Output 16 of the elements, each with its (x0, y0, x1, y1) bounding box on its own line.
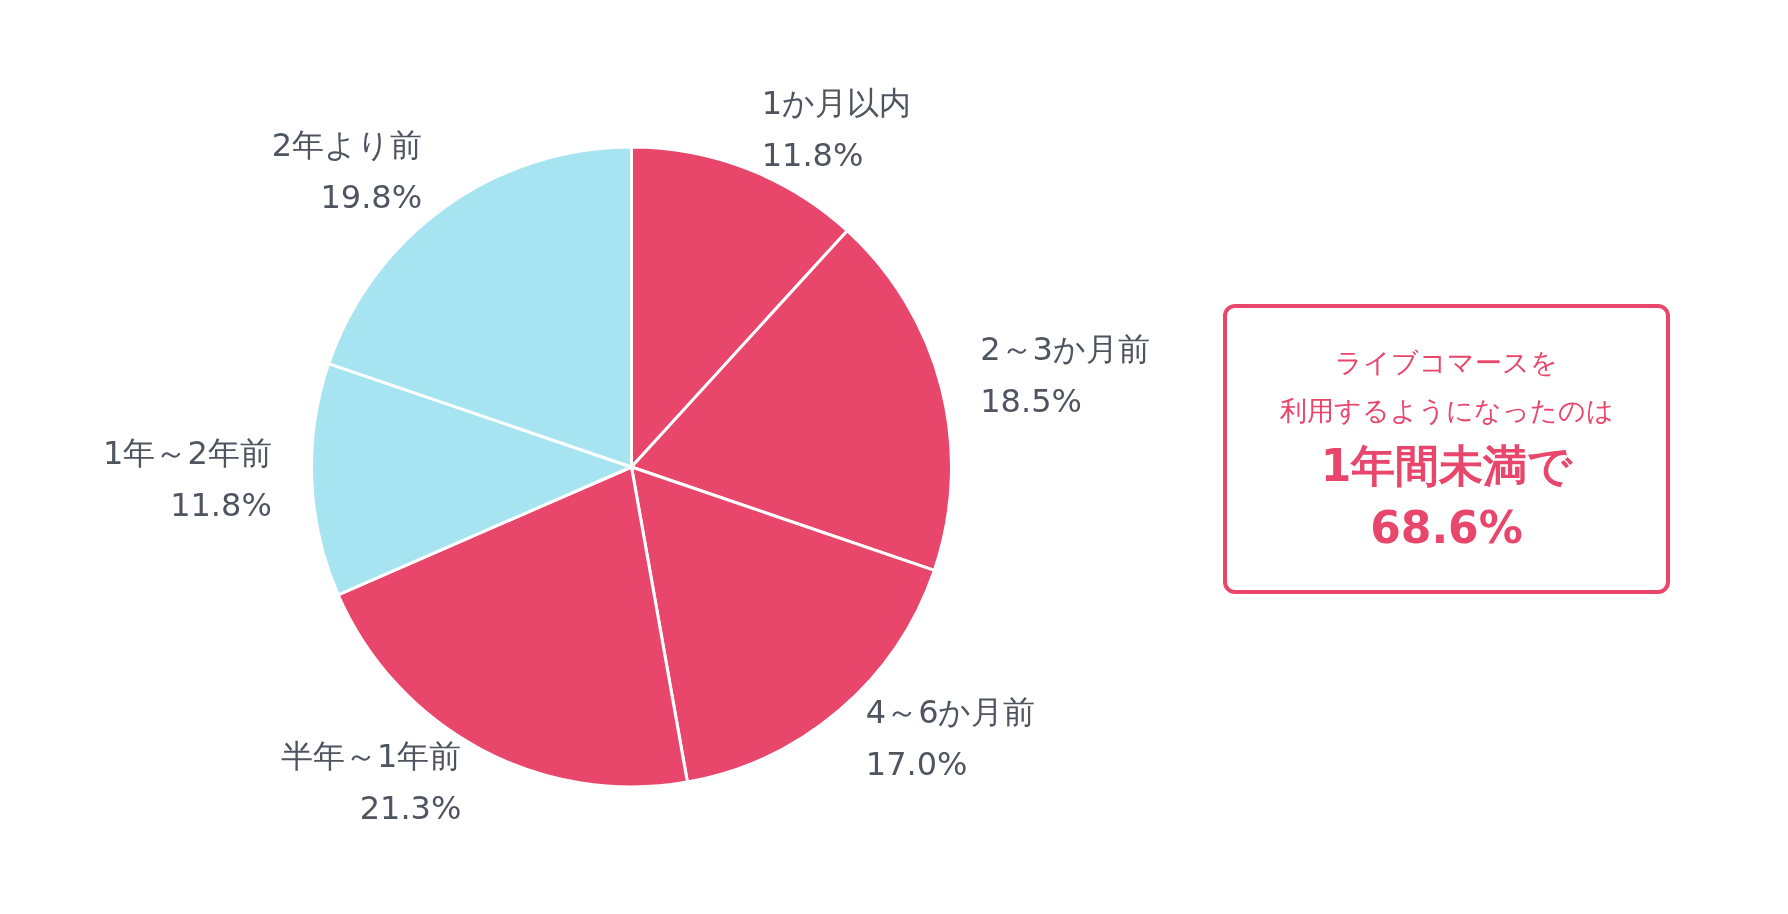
text: 1年間未満で (1320, 439, 1573, 493)
slice-label: 半年～1年前 (281, 736, 462, 775)
data-label: 17.0% (865, 744, 968, 783)
text: ライブコマースを (1335, 346, 1558, 380)
data-label: 19.8% (320, 178, 423, 217)
slice-label: 2年より前 (271, 126, 423, 165)
data-label: 11.8% (761, 135, 864, 174)
data-label: 18.5% (980, 381, 1082, 420)
text: 68.6% (1370, 501, 1523, 555)
slice-label: 2～3か月前 (980, 329, 1150, 368)
text: 利用するようになったのは (1279, 394, 1614, 428)
slice-label: 1年～2年前 (103, 433, 272, 472)
slice-label: 1か月以内 (761, 83, 912, 122)
slice-label: 4～6か月前 (865, 692, 1036, 731)
data-label: 11.8% (170, 485, 272, 524)
data-label: 21.3% (359, 788, 462, 827)
